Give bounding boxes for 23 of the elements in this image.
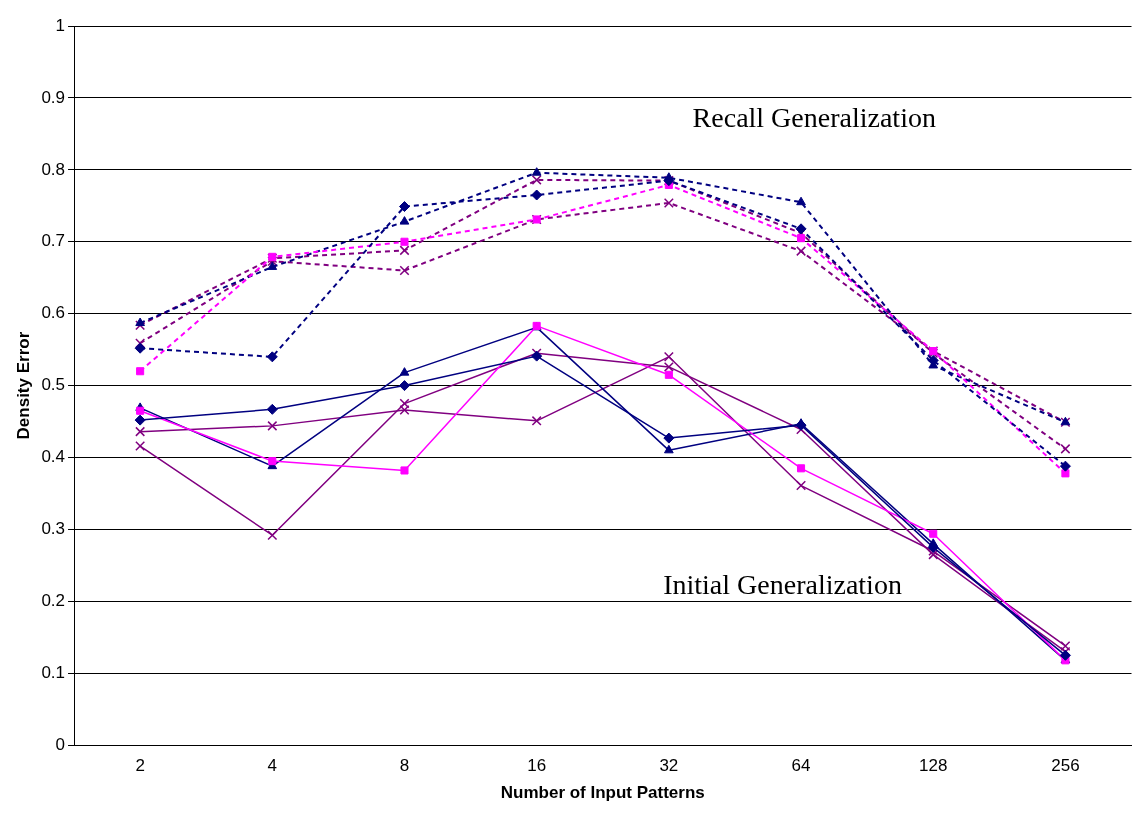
y-tick-label: 0.2 <box>41 591 66 611</box>
x-tick-label: 16 <box>527 756 547 776</box>
y-tick-label: 0.3 <box>41 519 66 539</box>
x-tick-label: 8 <box>399 756 410 776</box>
y-axis-title: Density Error <box>13 331 33 440</box>
y-tick-label: 0.5 <box>41 375 66 395</box>
x-tick-label: 64 <box>791 756 811 776</box>
y-tick-label: 0.1 <box>41 662 66 682</box>
x-tick-label: 256 <box>1051 756 1080 776</box>
y-tick-label: 0.6 <box>41 303 66 323</box>
x-tick-label: 2 <box>135 756 145 776</box>
y-tick-label: 1 <box>55 15 66 35</box>
y-tick-label: 0 <box>55 734 66 754</box>
y-tick-label: 0.8 <box>41 159 66 179</box>
x-axis-title: Number of Input Patterns <box>500 783 705 803</box>
y-tick-label: 0.4 <box>41 447 66 467</box>
y-tick-label: 0.9 <box>41 87 66 107</box>
annotation: Recall Generalization <box>692 101 936 133</box>
x-tick-label: 32 <box>659 756 679 776</box>
x-tick-label: 4 <box>267 756 278 776</box>
x-tick-label: 128 <box>919 756 948 776</box>
annotation: Initial Generalization <box>663 569 902 601</box>
y-tick-label: 0.7 <box>41 231 66 251</box>
